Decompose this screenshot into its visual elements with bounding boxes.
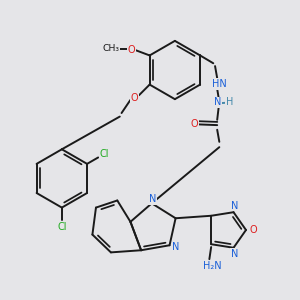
Text: O: O bbox=[131, 93, 139, 103]
Text: N: N bbox=[172, 242, 180, 252]
Text: HN: HN bbox=[212, 79, 226, 89]
Text: N: N bbox=[231, 249, 238, 259]
Text: O: O bbox=[250, 225, 258, 235]
Text: CH₃: CH₃ bbox=[102, 44, 119, 53]
Text: N: N bbox=[149, 194, 157, 204]
Text: Cl: Cl bbox=[57, 223, 67, 232]
Text: Cl: Cl bbox=[100, 149, 109, 159]
Text: H₂N: H₂N bbox=[203, 261, 221, 271]
Text: O: O bbox=[127, 45, 135, 55]
Text: N: N bbox=[231, 201, 238, 211]
Text: H: H bbox=[226, 98, 233, 107]
Text: O: O bbox=[190, 119, 198, 129]
Text: N: N bbox=[214, 98, 221, 107]
